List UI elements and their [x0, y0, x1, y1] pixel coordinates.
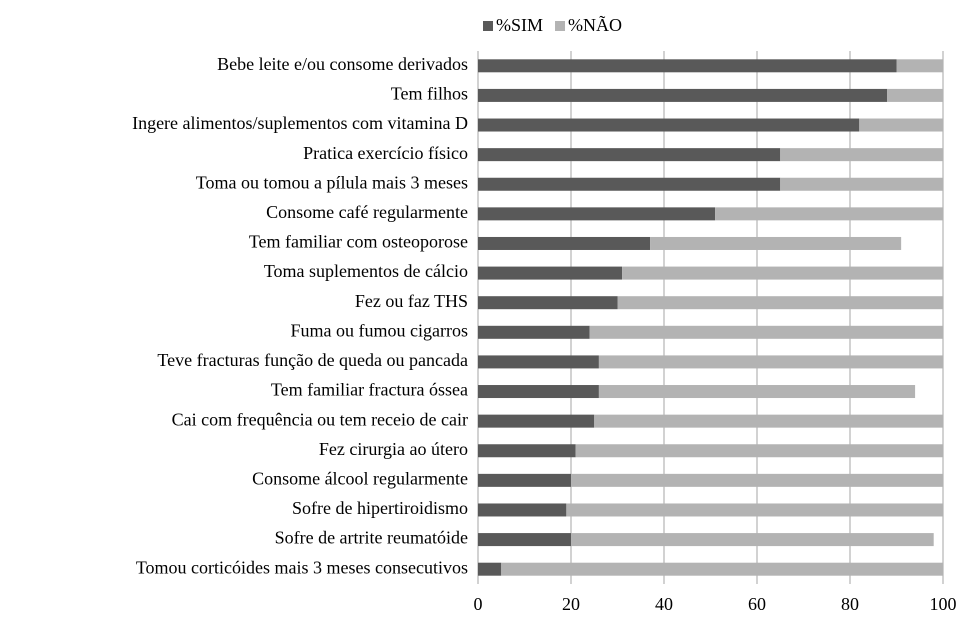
y-tick-label: Consome café regularmente: [266, 202, 468, 222]
x-tick-label: 40: [655, 594, 673, 614]
bar: [859, 118, 943, 132]
bar: [594, 414, 943, 428]
bar: [896, 59, 943, 73]
bar: [571, 473, 943, 487]
y-tick-label: Consome álcool regularmente: [252, 468, 468, 488]
bar: [478, 385, 599, 399]
y-tick-label: Tomou corticóides mais 3 meses consecuti…: [136, 557, 468, 577]
bar: [478, 503, 567, 517]
legend-label: %NÃO: [568, 14, 622, 35]
bar: [478, 266, 623, 280]
y-tick-label: Sofre de hipertiroidismo: [292, 498, 468, 518]
bar: [478, 59, 897, 73]
legend-label: %SIM: [496, 15, 543, 35]
bar: [575, 444, 943, 458]
y-tick-label: Teve fracturas função de queda ou pancad…: [157, 350, 468, 370]
y-tick-label: Tem familiar com osteoporose: [249, 232, 468, 252]
bar: [478, 414, 595, 428]
bar: [715, 207, 943, 221]
bar: [478, 355, 599, 369]
bar: [478, 207, 716, 221]
bar: [598, 385, 916, 399]
legend-swatch: [555, 21, 566, 31]
bar: [622, 266, 943, 280]
bar: [887, 88, 943, 102]
bar: [478, 533, 571, 547]
bar: [650, 236, 902, 250]
bar: [566, 503, 943, 517]
bar: [478, 177, 781, 191]
x-tick-label: 60: [748, 594, 766, 614]
bar: [478, 296, 618, 310]
bar: [478, 148, 781, 162]
x-tick-label: 100: [930, 594, 957, 614]
y-tick-label: Bebe leite e/ou consome derivados: [217, 54, 468, 74]
bar: [780, 148, 943, 162]
y-tick-label: Tem filhos: [391, 84, 468, 104]
bar: [478, 444, 576, 458]
y-tick-label: Tem familiar fractura óssea: [271, 380, 468, 400]
bar: [478, 473, 571, 487]
y-tick-label: Pratica exercício físico: [303, 143, 468, 163]
bar: [478, 88, 888, 102]
bar: [617, 296, 943, 310]
bar: [478, 325, 590, 339]
y-tick-label: Fez ou faz THS: [355, 291, 468, 311]
legend-swatch: [483, 21, 493, 31]
x-tick-label: 20: [562, 594, 580, 614]
bar: [478, 562, 502, 576]
bar: [780, 177, 943, 191]
bar: [589, 325, 943, 339]
y-tick-label: Fez cirurgia ao útero: [319, 439, 468, 459]
bar: [478, 236, 651, 250]
y-tick-label: Cai com frequência ou tem receio de cair: [172, 409, 468, 429]
bar: [598, 355, 943, 369]
y-tick-label: Toma suplementos de cálcio: [264, 261, 468, 281]
y-tick-label: Fuma ou fumou cigarros: [291, 320, 468, 340]
bar: [501, 562, 943, 576]
y-tick-label: Toma ou tomou a pílula mais 3 meses: [196, 172, 468, 192]
x-tick-label: 0: [474, 594, 483, 614]
bar: [478, 118, 860, 132]
y-tick-label: Ingere alimentos/suplementos com vitamin…: [132, 113, 468, 133]
y-tick-label: Sofre de artrite reumatóide: [275, 528, 468, 548]
x-tick-label: 80: [841, 594, 859, 614]
bar: [571, 533, 934, 547]
